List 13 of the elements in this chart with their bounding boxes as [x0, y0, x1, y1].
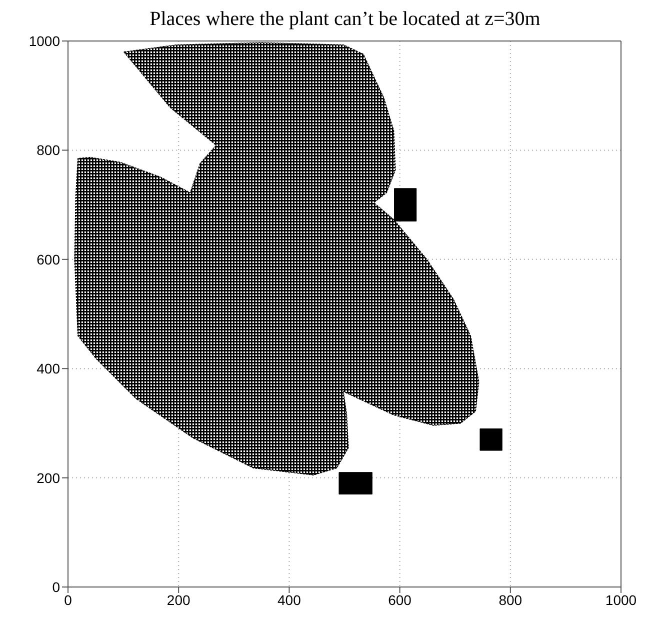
x-tick-label: 400 [278, 592, 302, 608]
y-tick-label: 400 [36, 360, 60, 377]
y-tick-label: 800 [36, 142, 60, 158]
y-tick-label: 0 [52, 578, 60, 595]
y-tick-label: 200 [36, 470, 60, 486]
y-tick-label: 1000 [28, 32, 60, 49]
x-tick-label: 1000 [605, 592, 637, 608]
x-tick-label: 200 [166, 592, 190, 608]
y-tick-label: 600 [36, 251, 60, 268]
x-tick-label: 600 [388, 592, 412, 608]
x-tick-label: 800 [498, 592, 522, 608]
chart-title: Places where the plant can’t be located at z=30m [148, 8, 542, 32]
x-tick-label: 0 [64, 592, 72, 608]
